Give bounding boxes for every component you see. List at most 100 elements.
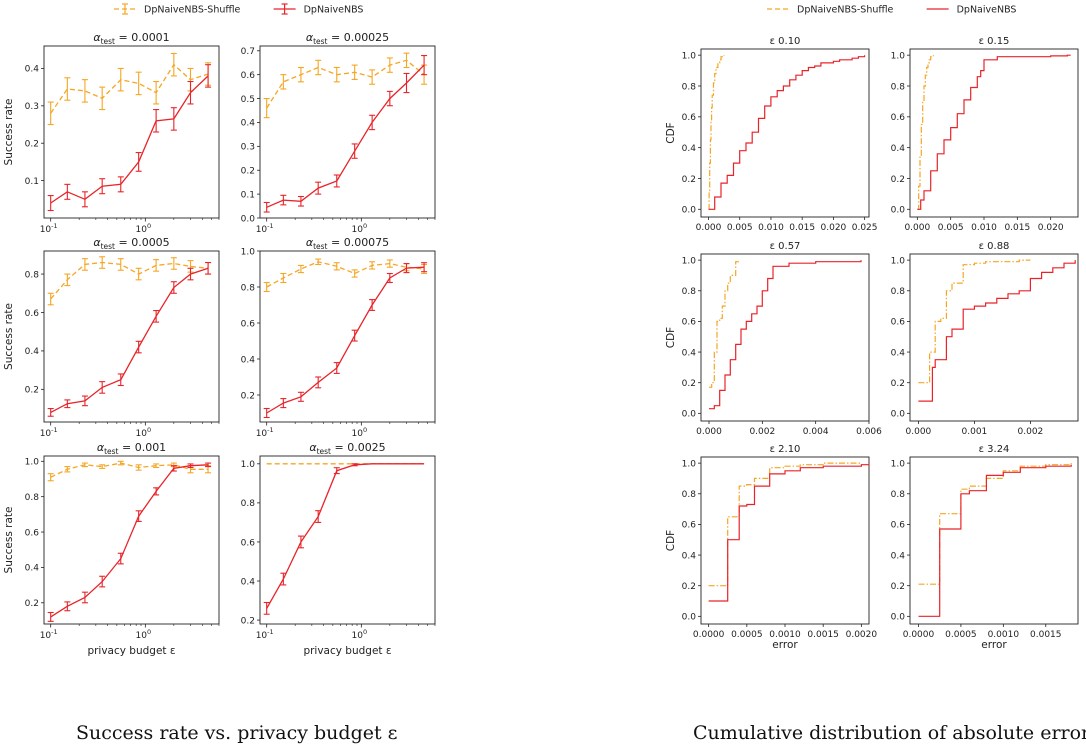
x-axis-label: privacy budget ε xyxy=(87,645,175,657)
x-tick-label: 100 xyxy=(352,628,368,641)
y-tick-label: 0.2 xyxy=(241,616,255,626)
success-panel: αtest = 0.0025 0.2 0.4 0.6 0.8 1.0 10-1 100 priv… xyxy=(241,441,436,657)
cdf-series-line xyxy=(918,464,1072,617)
x-tick-label: 10-1 xyxy=(40,426,58,439)
panel-title: ε 0.15 xyxy=(979,36,1010,47)
panel-title: ε 0.57 xyxy=(770,241,801,252)
plot-frame xyxy=(700,253,870,422)
y-tick-label: 0.8 xyxy=(25,493,40,503)
plot-frame xyxy=(909,48,1079,218)
plot-frame xyxy=(909,253,1079,422)
y-tick-label: 0.8 xyxy=(891,82,906,92)
series-line xyxy=(266,64,425,208)
cdf-series-line xyxy=(709,260,739,388)
cdf-panel: ε 0.88 0.0 0.2 0.4 0.6 0.8 1.0 0.000 0.001 0.002 xyxy=(891,241,1079,437)
y-tick-label: 0.4 xyxy=(682,348,697,358)
y-tick-label: 0.2 xyxy=(25,386,39,396)
plot-frame xyxy=(43,455,220,625)
x-tick-label: 0.0000 xyxy=(903,630,935,640)
x-tick-label: 0.004 xyxy=(803,427,829,437)
y-tick-label: 0.2 xyxy=(241,167,255,177)
y-tick-label: 0.6 xyxy=(241,71,256,81)
y-tick-label: 0.2 xyxy=(25,599,39,609)
cdf-series-line xyxy=(709,260,862,410)
success-panel: αtest = 0.0001 0.1 0.2 0.3 0.4 10-1 100 Success… xyxy=(3,31,220,235)
y-tick-label: 0.2 xyxy=(891,379,905,389)
x-tick-label: 0.0015 xyxy=(1030,630,1062,640)
plot-frame xyxy=(700,48,870,218)
x-tick-label: 0.000 xyxy=(696,223,722,233)
y-tick-label: 0.8 xyxy=(891,287,906,297)
left-caption: Success rate vs. privacy budget ε xyxy=(76,722,398,744)
y-tick-label: 0.4 xyxy=(682,144,697,154)
right-caption: Cumulative distribution of absolute erro… xyxy=(693,722,1086,744)
x-axis-label: privacy budget ε xyxy=(303,645,391,657)
y-tick-label: 0.0 xyxy=(682,613,697,623)
y-tick-label: 1.0 xyxy=(25,458,40,468)
y-tick-label: 0.1 xyxy=(241,190,255,200)
legend-label: DpNaiveNBS-Shuffle xyxy=(144,5,241,16)
cdf-panel: ε 0.57 0.0 0.2 0.4 0.6 0.8 1.0 0.000 0.002 0.004 0… xyxy=(665,241,882,437)
success-panel: αtest = 0.001 0.2 0.4 0.6 0.8 1.0 10-1 100 Succe… xyxy=(3,441,220,657)
y-tick-label: 0.4 xyxy=(891,551,906,561)
y-tick-label: 0.2 xyxy=(891,175,905,185)
x-tick-label: 0.002 xyxy=(749,427,775,437)
y-axis-label: Success rate xyxy=(3,507,15,574)
y-tick-label: 0.8 xyxy=(25,270,40,280)
y-tick-label: 0.8 xyxy=(241,499,256,509)
y-tick-label: 0.4 xyxy=(241,577,256,587)
y-tick-label: 0.8 xyxy=(682,490,697,500)
series-line xyxy=(50,75,209,204)
x-tick-label: 0.020 xyxy=(821,223,847,233)
panel-title: ε 3.24 xyxy=(979,444,1010,455)
success-panel: αtest = 0.00075 0.2 0.4 0.6 0.8 1.0 10-1 100 xyxy=(241,236,436,439)
y-tick-label: 0.2 xyxy=(682,582,696,592)
y-tick-label: 0.8 xyxy=(891,490,906,500)
y-tick-label: 0.2 xyxy=(25,140,39,150)
x-tick-label: 10-1 xyxy=(40,222,58,235)
y-tick-label: 0.4 xyxy=(891,144,906,154)
y-tick-label: 0.4 xyxy=(241,355,256,365)
y-tick-label: 0.8 xyxy=(682,82,697,92)
y-tick-label: 0.4 xyxy=(241,119,256,129)
x-tick-label: 0.005 xyxy=(727,223,753,233)
legend-label: DpNaiveNBS xyxy=(957,5,1017,16)
x-tick-label: 0.0005 xyxy=(945,630,977,640)
plot-frame xyxy=(43,250,220,423)
x-tick-label: 0.025 xyxy=(852,223,878,233)
y-tick-label: 0.0 xyxy=(682,206,697,216)
y-axis-label: CDF xyxy=(665,530,677,551)
left-legend: DpNaiveNBS-Shuffle DpNaiveNBS xyxy=(114,3,364,16)
x-tick-label: 0.010 xyxy=(758,223,784,233)
y-tick-label: 0.7 xyxy=(241,47,255,57)
y-tick-label: 0.6 xyxy=(25,528,40,538)
y-tick-label: 0.6 xyxy=(241,538,256,548)
cdf-series-line xyxy=(708,463,870,602)
series-line xyxy=(50,267,209,413)
x-tick-label: 0.015 xyxy=(789,223,815,233)
y-tick-label: 0.0 xyxy=(891,613,906,623)
plot-frame xyxy=(909,456,1079,625)
x-tick-label: 0.0020 xyxy=(846,630,878,640)
y-tick-label: 1.0 xyxy=(241,460,256,470)
y-tick-label: 0.6 xyxy=(25,309,40,319)
x-tick-label: 0.001 xyxy=(962,427,988,437)
y-tick-label: 0.8 xyxy=(241,283,256,293)
panel-title: αtest = 0.0025 xyxy=(309,441,385,456)
x-tick-label: 100 xyxy=(136,222,152,235)
series-line xyxy=(266,59,425,109)
x-tick-label: 0.0015 xyxy=(807,630,839,640)
legend-label: DpNaiveNBS xyxy=(304,5,364,16)
y-tick-label: 0.4 xyxy=(682,551,697,561)
x-tick-label: 0.020 xyxy=(1038,223,1064,233)
y-tick-label: 0.3 xyxy=(241,143,255,153)
panel-title: αtest = 0.00025 xyxy=(306,31,389,46)
panel-title: αtest = 0.0005 xyxy=(93,236,169,251)
y-tick-label: 0.2 xyxy=(682,379,696,389)
series-line xyxy=(50,464,209,618)
y-tick-label: 0.4 xyxy=(25,564,40,574)
x-tick-label: 100 xyxy=(352,222,368,235)
cdf-series-line xyxy=(917,54,1071,210)
plot-frame xyxy=(259,455,436,625)
